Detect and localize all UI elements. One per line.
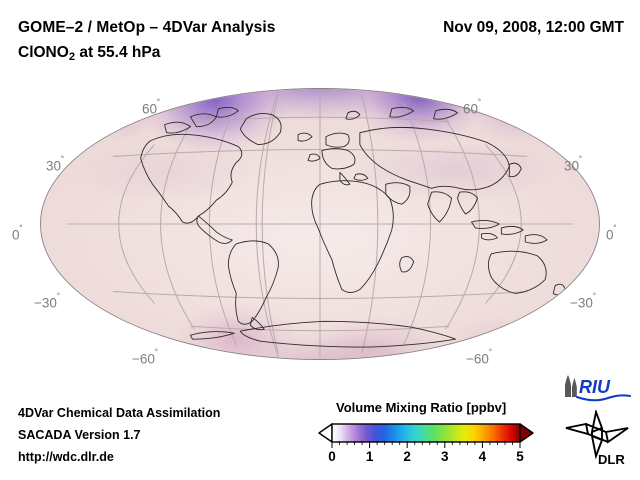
colorbar-ticks: [331, 441, 521, 448]
lat-label-60n-left: 60˚: [142, 99, 161, 117]
riu-logo-text: RIU: [579, 377, 611, 397]
graticule-lines: [66, 90, 574, 358]
lat-label-0-left: 0˚: [12, 225, 23, 243]
coastline-outlines: [140, 106, 566, 348]
colorbar-min-arrow: [318, 423, 333, 443]
colorbar-tick-0: 0: [328, 449, 336, 464]
map-panel: 60˚ 30˚ 0˚ −30˚ −60˚ 60˚ 30˚ 0˚ −30˚ −60…: [0, 78, 640, 378]
globe-map: [40, 88, 600, 360]
dlr-logo: DLR: [565, 410, 629, 466]
lat-label-60s-right: −60˚: [466, 349, 493, 367]
lat-label-30n-right: 30˚: [564, 156, 583, 174]
colorbar-tick-4: 4: [478, 449, 487, 464]
dlr-logo-text: DLR: [598, 452, 625, 466]
colorbar-tick-3: 3: [441, 449, 449, 464]
credits-line-1: 4DVar Chemical Data Assimilation: [18, 406, 221, 420]
riu-logo: RIU: [565, 375, 631, 402]
colorbar: [318, 423, 534, 443]
species-name: ClONO: [18, 44, 69, 61]
riu-swoosh: [576, 394, 631, 402]
lat-label-30s-right: −30˚: [570, 293, 597, 311]
lat-label-0-right: 0˚: [606, 225, 617, 243]
credits-line-2: SACADA Version 1.7: [18, 428, 141, 442]
lat-label-30s-left: −30˚: [34, 293, 61, 311]
colorbar-tick-labels: 0 1 2 3 4 5: [318, 449, 534, 469]
species-level: at 55.4 hPa: [75, 44, 161, 61]
colorbar-gradient: [331, 423, 521, 443]
page-title: GOME–2 / MetOp – 4DVar Analysis: [18, 19, 276, 36]
colorbar-tick-5: 5: [516, 449, 524, 464]
species-subscript: 2: [68, 51, 76, 63]
credits-block: 4DVar Chemical Data Assimilation SACADA …: [18, 402, 220, 468]
species-subtitle: ClONO2 at 55.4 hPa: [18, 41, 160, 66]
datetime-label: Nov 09, 2008, 12:00 GMT: [443, 19, 624, 36]
lat-label-60s-left: −60˚: [132, 349, 159, 367]
credits-line-3[interactable]: http://wdc.dlr.de: [18, 450, 114, 464]
lat-label-30n-left: 30˚: [46, 156, 65, 174]
colorbar-title: Volume Mixing Ratio [ppbv]: [336, 400, 507, 415]
colorbar-tick-1: 1: [365, 449, 374, 464]
lat-label-60n-right: 60˚: [463, 99, 482, 117]
colorbar-max-arrow: [519, 423, 534, 443]
colorbar-tick-2: 2: [403, 449, 411, 464]
